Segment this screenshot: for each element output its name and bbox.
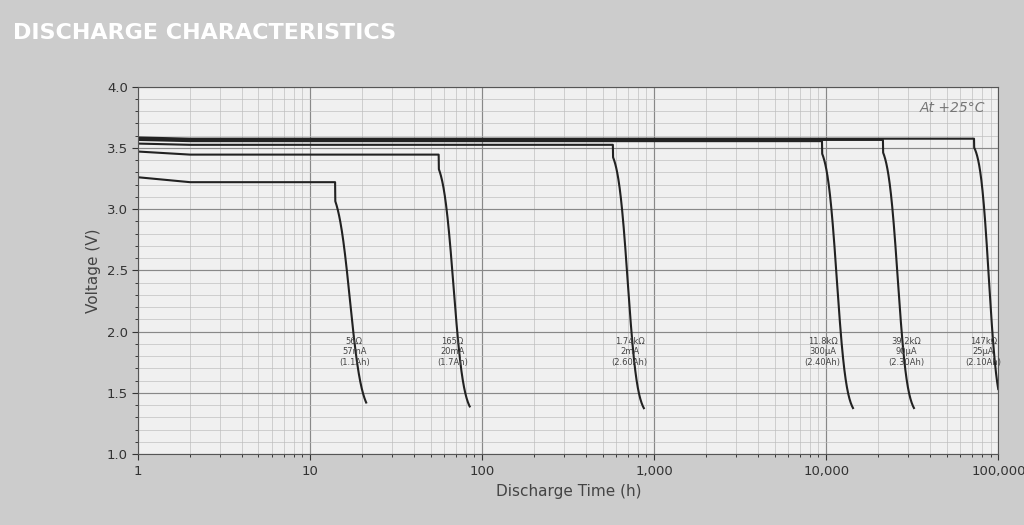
Text: 147kΩ
25μA
(2.10Ah): 147kΩ 25μA (2.10Ah) — [966, 337, 1001, 367]
Y-axis label: Voltage (V): Voltage (V) — [86, 228, 101, 312]
Text: 39.2kΩ
90μA
(2.30Ah): 39.2kΩ 90μA (2.30Ah) — [888, 337, 924, 367]
Text: 11.8kΩ
300μA
(2.40Ah): 11.8kΩ 300μA (2.40Ah) — [805, 337, 841, 367]
X-axis label: Discharge Time (h): Discharge Time (h) — [496, 485, 641, 499]
Text: 165Ω
20mA
(1.7Ah): 165Ω 20mA (1.7Ah) — [437, 337, 468, 367]
Text: At +25°C: At +25°C — [920, 101, 985, 116]
Text: DISCHARGE CHARACTERISTICS: DISCHARGE CHARACTERISTICS — [13, 23, 396, 43]
Text: 1.74kΩ
2mA
(2.60Ah): 1.74kΩ 2mA (2.60Ah) — [611, 337, 648, 367]
Text: 56Ω
57mA
(1.1Ah): 56Ω 57mA (1.1Ah) — [339, 337, 370, 367]
